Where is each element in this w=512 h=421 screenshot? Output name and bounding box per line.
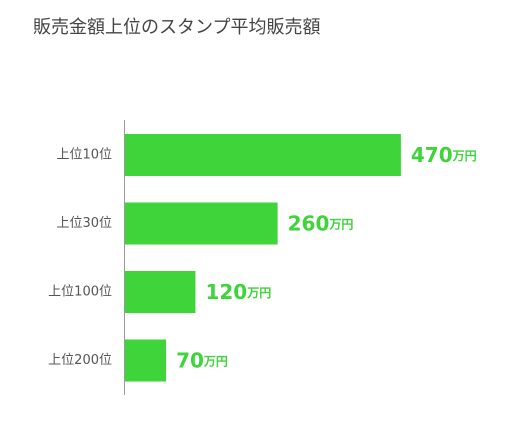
bar <box>125 202 278 245</box>
value-label: 70万円 <box>176 348 228 372</box>
chart-title: 販売金額上位のスタンプ平均販売額 <box>33 17 320 38</box>
bar <box>125 339 167 382</box>
value-label: 120万円 <box>205 280 271 304</box>
bar <box>125 134 401 176</box>
category-label: 上位200位 <box>48 353 112 368</box>
category-label: 上位30位 <box>56 216 112 231</box>
value-label: 470万円 <box>411 143 477 167</box>
category-label: 上位100位 <box>48 285 112 300</box>
value-label: 260万円 <box>288 211 354 235</box>
bar <box>125 271 196 313</box>
category-label: 上位10位 <box>56 148 112 163</box>
